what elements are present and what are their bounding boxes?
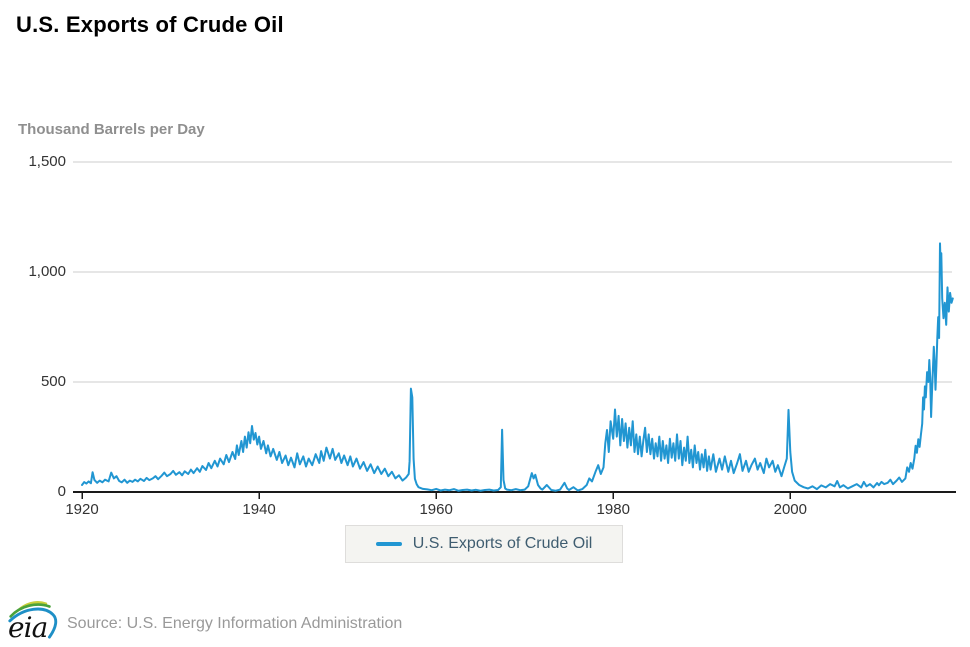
- eia-logo-blue-swoosh: [8, 607, 58, 639]
- y-axis-unit-label: Thousand Barrels per Day: [18, 121, 205, 138]
- eia-logo-text: eia: [8, 611, 47, 644]
- series-line[interactable]: [81, 242, 954, 492]
- eia-logo-green-swoosh: [9, 603, 51, 618]
- legend-label: U.S. Exports of Crude Oil: [412, 535, 593, 552]
- legend[interactable]: U.S. Exports of Crude Oil: [345, 525, 623, 563]
- eia-logo: eia: [8, 601, 58, 644]
- legend-line-swatch: [375, 542, 402, 546]
- chart-title: U.S. Exports of Crude Oil: [16, 12, 284, 37]
- source-text: Source: U.S. Energy Information Administ…: [67, 615, 403, 632]
- footer: eia Source: U.S. Energy Information Admi…: [0, 594, 970, 647]
